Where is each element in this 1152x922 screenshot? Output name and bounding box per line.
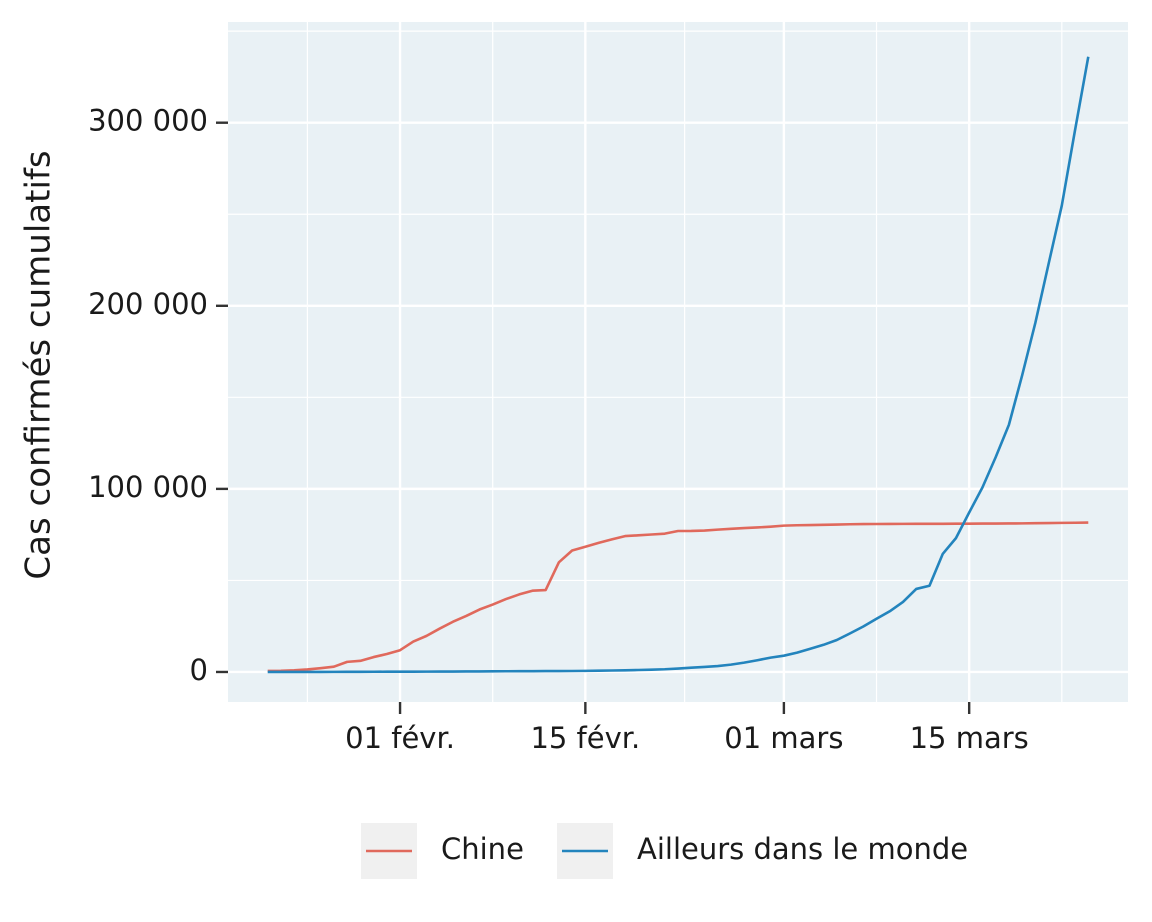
y-axis-title: Cas confirmés cumulatifs <box>19 150 59 579</box>
y-tick-label: 200 000 <box>88 287 208 321</box>
x-tick-label: 01 févr. <box>345 721 455 755</box>
series-line <box>267 521 1089 673</box>
x-tick-label: 15 févr. <box>530 721 640 755</box>
x-tick-label: 01 mars <box>724 721 843 755</box>
y-tick-label: 300 000 <box>88 104 208 138</box>
x-tick-label: 15 mars <box>910 721 1029 755</box>
legend-label: Chine <box>441 832 524 866</box>
plot-panel <box>228 22 1128 702</box>
y-tick-label: 0 <box>190 653 208 687</box>
series-line <box>267 56 1090 674</box>
y-tick-label: 100 000 <box>88 470 208 504</box>
legend-label: Ailleurs dans le monde <box>637 832 968 866</box>
